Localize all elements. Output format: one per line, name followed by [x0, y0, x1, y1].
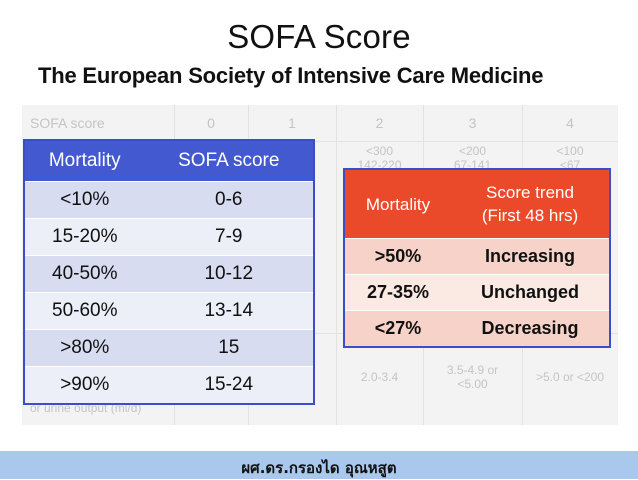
- bg-renal-3: 3.5-4.9 or <5.00: [446, 363, 499, 391]
- mortality-cell: >90%: [24, 366, 145, 404]
- header-score-trend: Score trend (First 48 hrs): [451, 169, 610, 239]
- mortality-cell: <10%: [24, 181, 145, 219]
- sofa-score-cell: 15: [144, 329, 314, 367]
- table-row: <10% 0-6: [24, 181, 314, 219]
- bg-renal-4: >5.0 or <200: [535, 370, 605, 384]
- bg-header-0: 0: [207, 115, 215, 131]
- footer-bar: ผศ.ดร.กรองได อุณหสูต: [0, 451, 638, 479]
- mortality-cell: >50%: [344, 238, 451, 275]
- header-sofa-score: SOFA score: [144, 140, 314, 182]
- slide-subtitle: The European Society of Intensive Care M…: [38, 63, 544, 88]
- table-row: >90% 15-24: [24, 366, 314, 404]
- table-row: 40-50% 10-12: [24, 255, 314, 293]
- header-mortality: Mortality: [344, 169, 451, 239]
- bg-header-1: 1: [288, 115, 296, 131]
- author-name: ผศ.ดร.กรองได อุณหสูต: [241, 459, 397, 477]
- table-header-row: Mortality Score trend (First 48 hrs): [344, 169, 610, 239]
- mortality-cell: 27-35%: [344, 274, 451, 311]
- score-trend-table: Mortality Score trend (First 48 hrs) >50…: [343, 168, 611, 348]
- trend-cell: Decreasing: [451, 310, 610, 347]
- trend-cell: Unchanged: [451, 274, 610, 311]
- sofa-score-cell: 7-9: [144, 218, 314, 256]
- table-row: >80% 15: [24, 329, 314, 367]
- mortality-sofa-table: Mortality SOFA score <10% 0-6 15-20% 7-9…: [23, 139, 315, 405]
- table-row: 15-20% 7-9: [24, 218, 314, 256]
- table-header-row: Mortality SOFA score: [24, 140, 314, 182]
- row-divider: [22, 141, 618, 142]
- sofa-score-cell: 15-24: [144, 366, 314, 404]
- mortality-cell: >80%: [24, 329, 145, 367]
- table-row: 50-60% 13-14: [24, 292, 314, 330]
- sofa-score-cell: 0-6: [144, 181, 314, 219]
- mortality-cell: <27%: [344, 310, 451, 347]
- sofa-score-cell: 10-12: [144, 255, 314, 293]
- bg-header-label: SOFA score: [30, 115, 105, 131]
- bg-header-4: 4: [566, 115, 574, 131]
- table-row: 27-35% Unchanged: [344, 274, 610, 311]
- bg-renal-2: 2.0-3.4: [360, 370, 399, 384]
- mortality-cell: 50-60%: [24, 292, 145, 330]
- bg-header-3: 3: [468, 115, 477, 131]
- mortality-cell: 15-20%: [24, 218, 145, 256]
- table-row: <27% Decreasing: [344, 310, 610, 347]
- col-divider: [336, 105, 337, 425]
- bg-header-2: 2: [375, 115, 384, 131]
- trend-cell: Increasing: [451, 238, 610, 275]
- table-row: >50% Increasing: [344, 238, 610, 275]
- slide-title: SOFA Score: [227, 18, 411, 55]
- row-divider: [22, 333, 618, 334]
- sofa-score-cell: 13-14: [144, 292, 314, 330]
- mortality-cell: 40-50%: [24, 255, 145, 293]
- header-mortality: Mortality: [24, 140, 145, 182]
